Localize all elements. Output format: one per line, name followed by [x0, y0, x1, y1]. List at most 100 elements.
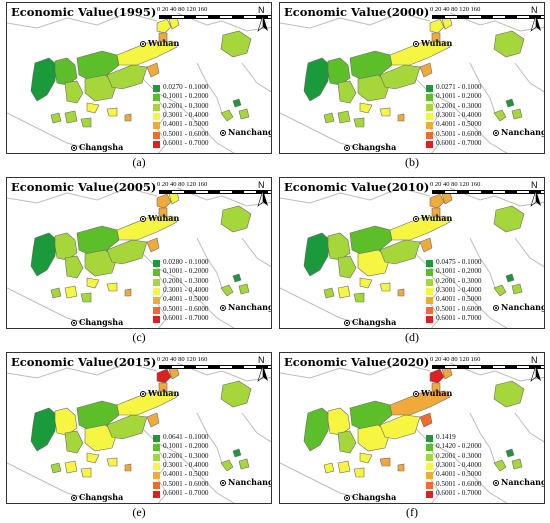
region-east1: [493, 380, 525, 408]
north-arrow-half-dark: [536, 15, 541, 31]
region-spot3: [64, 460, 78, 474]
region-spot1: [86, 102, 100, 114]
north-arrow-icon: [530, 365, 541, 382]
province-boundary-line: [7, 287, 98, 327]
legend-swatch: [153, 278, 160, 286]
region-east2: [493, 284, 507, 297]
region-westC: [337, 255, 357, 279]
region-spot5: [106, 282, 118, 292]
region-bandS: [106, 239, 148, 265]
region-smallE: [419, 237, 433, 253]
region-eastDot: [505, 98, 515, 108]
region-north3: [158, 32, 168, 42]
legend-swatch: [153, 269, 160, 277]
map-frame: Economic Value(2010)0 20 40 80 120 160KM…: [279, 177, 545, 329]
north-arrow-half-dark: [263, 190, 268, 206]
legend-label: 0.4001 - 0.5000: [163, 120, 209, 129]
legend-swatch: [426, 112, 433, 120]
city-label-changsha: Changsha: [352, 492, 397, 502]
region-westB: [327, 57, 351, 86]
scale-tick-labels: 0 20 40 80 120 160: [157, 356, 208, 363]
north-arrow-icon: [257, 365, 268, 382]
province-boundary-line: [449, 187, 544, 207]
scale-tick-labels: 0 20 40 80 120 160: [430, 6, 481, 13]
region-centerS: [357, 249, 391, 277]
city-label-wuhan: Wuhan: [148, 388, 180, 398]
province-boundary-line: [7, 187, 158, 204]
legend-swatch: [426, 85, 433, 92]
region-eastDot: [505, 273, 515, 283]
region-east3: [238, 458, 250, 470]
scale-bar-graphic: [159, 190, 271, 194]
legend-swatch: [426, 444, 433, 452]
north-arrow: N: [256, 5, 270, 33]
region-westC: [64, 430, 84, 454]
legend-label: 0.2001 - 0.3000: [436, 276, 482, 285]
panel-caption: (f): [406, 505, 418, 519]
region-bandS: [379, 64, 421, 90]
province-boundary-line: [469, 62, 496, 114]
city-marker-nanchang: [220, 305, 226, 311]
region-spot6: [397, 463, 405, 472]
city-label-nanchang: Nanchang: [501, 302, 545, 312]
region-westB: [327, 232, 351, 261]
legend-swatch: [153, 122, 160, 130]
region-band: [389, 215, 451, 241]
city-marker-wuhan: [413, 216, 419, 222]
region-spot1: [359, 277, 373, 289]
north-arrow-half-light: [530, 365, 537, 382]
north-label: N: [531, 5, 538, 15]
region-centerS: [84, 74, 118, 102]
region-east2: [220, 284, 234, 297]
choropleth-map: [7, 362, 271, 503]
legend-swatch: [426, 297, 433, 305]
region-spot4: [353, 117, 365, 128]
region-band: [389, 390, 451, 416]
province-boundary-line: [176, 362, 271, 382]
region-eastDot: [232, 98, 242, 108]
region-center: [76, 225, 120, 257]
region-spot5: [379, 282, 391, 292]
legend-swatch: [153, 140, 160, 148]
north-arrow: N: [529, 5, 543, 33]
city-label-wuhan: Wuhan: [148, 213, 180, 223]
panel-caption: (d): [405, 330, 419, 344]
province-boundary-line: [449, 12, 544, 32]
scale-bar-graphic: [159, 365, 271, 369]
region-east1: [220, 205, 252, 233]
region-north3: [158, 382, 168, 392]
legend-swatch: [426, 103, 433, 111]
legend-swatch: [426, 462, 433, 470]
legend-label: 0.5001 - 0.6000: [436, 304, 482, 313]
region-band: [116, 215, 178, 241]
city-label-wuhan: Wuhan: [421, 388, 453, 398]
region-spot5: [379, 457, 391, 467]
map-title: Economic Value(2020): [284, 355, 430, 369]
legend-label: 0.6001 - 0.7000: [163, 488, 209, 497]
region-centerS: [357, 424, 391, 452]
legend-swatch: [426, 131, 433, 139]
scale-bar-graphic: [432, 365, 544, 369]
province-boundary-line: [280, 362, 431, 379]
legend-label: 0.0271 - 0.1000: [436, 83, 482, 91]
region-spot2: [323, 287, 335, 299]
legend-swatch: [153, 444, 160, 452]
city-label-nanchang: Nanchang: [228, 477, 272, 487]
north-arrow-half-dark: [536, 365, 541, 381]
legend-label: 0.1001 - 0.2000: [163, 92, 209, 101]
north-label: N: [258, 355, 265, 365]
region-north3: [158, 207, 168, 217]
legend-swatch: [153, 306, 160, 314]
region-east1: [493, 205, 525, 233]
city-marker-changsha: [71, 145, 77, 151]
map-panel-2020: Economic Value(2020)0 20 40 80 120 160KM…: [277, 352, 547, 520]
legend-swatch: [153, 112, 160, 120]
city-label-changsha: Changsha: [352, 142, 397, 152]
legend-swatch: [426, 481, 433, 489]
north-arrow: N: [529, 355, 543, 383]
legend-swatch: [426, 287, 433, 295]
legend-label: 0.0475 - 0.1000: [436, 258, 482, 266]
legend-label: 0.0280 - 0.1000: [163, 258, 209, 266]
panel-caption: (e): [132, 505, 146, 519]
region-smallE: [146, 237, 160, 253]
